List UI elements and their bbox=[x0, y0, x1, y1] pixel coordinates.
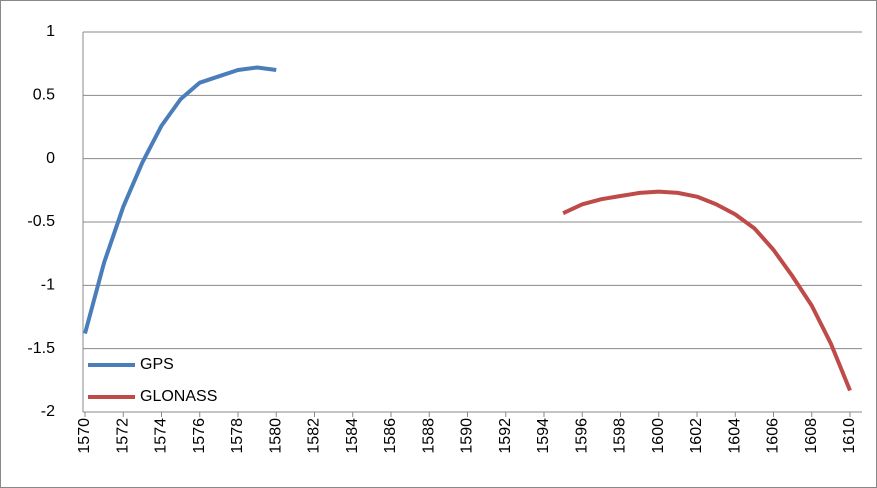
x-tick-label: 1584 bbox=[344, 418, 361, 454]
y-tick-label: 0.5 bbox=[33, 87, 55, 104]
x-tick-label: 1594 bbox=[535, 418, 552, 454]
x-tick-label: 1596 bbox=[573, 418, 590, 454]
x-tick-label: 1580 bbox=[267, 418, 284, 454]
x-tick-label: 1592 bbox=[497, 418, 514, 454]
x-tick-label: 1578 bbox=[229, 418, 246, 454]
x-tick-label: 1602 bbox=[688, 418, 705, 454]
x-tick-label: 1588 bbox=[420, 418, 437, 454]
x-tick-label: 1586 bbox=[382, 418, 399, 454]
x-tick-label: 1574 bbox=[153, 418, 170, 454]
x-tick-label: 1582 bbox=[306, 418, 323, 454]
y-tick-label: 0 bbox=[46, 150, 55, 167]
series-line bbox=[562, 189, 852, 392]
legend-label: GLONASS bbox=[140, 388, 217, 405]
series-line bbox=[83, 65, 277, 334]
x-tick-label: 1576 bbox=[191, 418, 208, 454]
y-tick-label: -1.5 bbox=[27, 340, 55, 357]
x-tick-label: 1610 bbox=[841, 418, 858, 454]
x-tick-label: 1570 bbox=[76, 418, 93, 454]
x-tick-label: 1606 bbox=[765, 418, 782, 454]
x-tick-label: 1608 bbox=[803, 418, 820, 454]
y-tick-label: -2 bbox=[41, 403, 55, 420]
legend-label: GPS bbox=[140, 356, 174, 373]
y-tick-label: 1 bbox=[46, 23, 55, 40]
x-tick-label: 1598 bbox=[612, 418, 629, 454]
x-tick-label: 1600 bbox=[650, 418, 667, 454]
x-tick-label: 1572 bbox=[114, 418, 131, 454]
x-tick-label: 1604 bbox=[726, 418, 743, 454]
x-tick-label: 1590 bbox=[459, 418, 476, 454]
y-tick-label: -1 bbox=[41, 277, 55, 294]
y-tick-label: -0.5 bbox=[27, 213, 55, 230]
